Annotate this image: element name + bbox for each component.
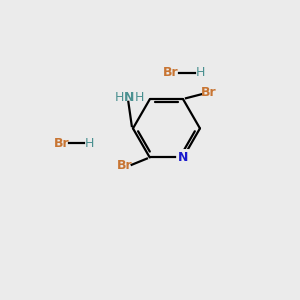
Text: H: H <box>114 91 124 104</box>
Text: Br: Br <box>116 159 132 172</box>
Text: Br: Br <box>163 67 179 80</box>
Text: N: N <box>124 91 135 104</box>
Text: N: N <box>178 151 188 164</box>
Text: H: H <box>195 67 205 80</box>
Text: H: H <box>135 91 144 104</box>
Text: Br: Br <box>201 86 216 99</box>
Text: Br: Br <box>53 137 69 150</box>
Text: H: H <box>84 137 94 150</box>
